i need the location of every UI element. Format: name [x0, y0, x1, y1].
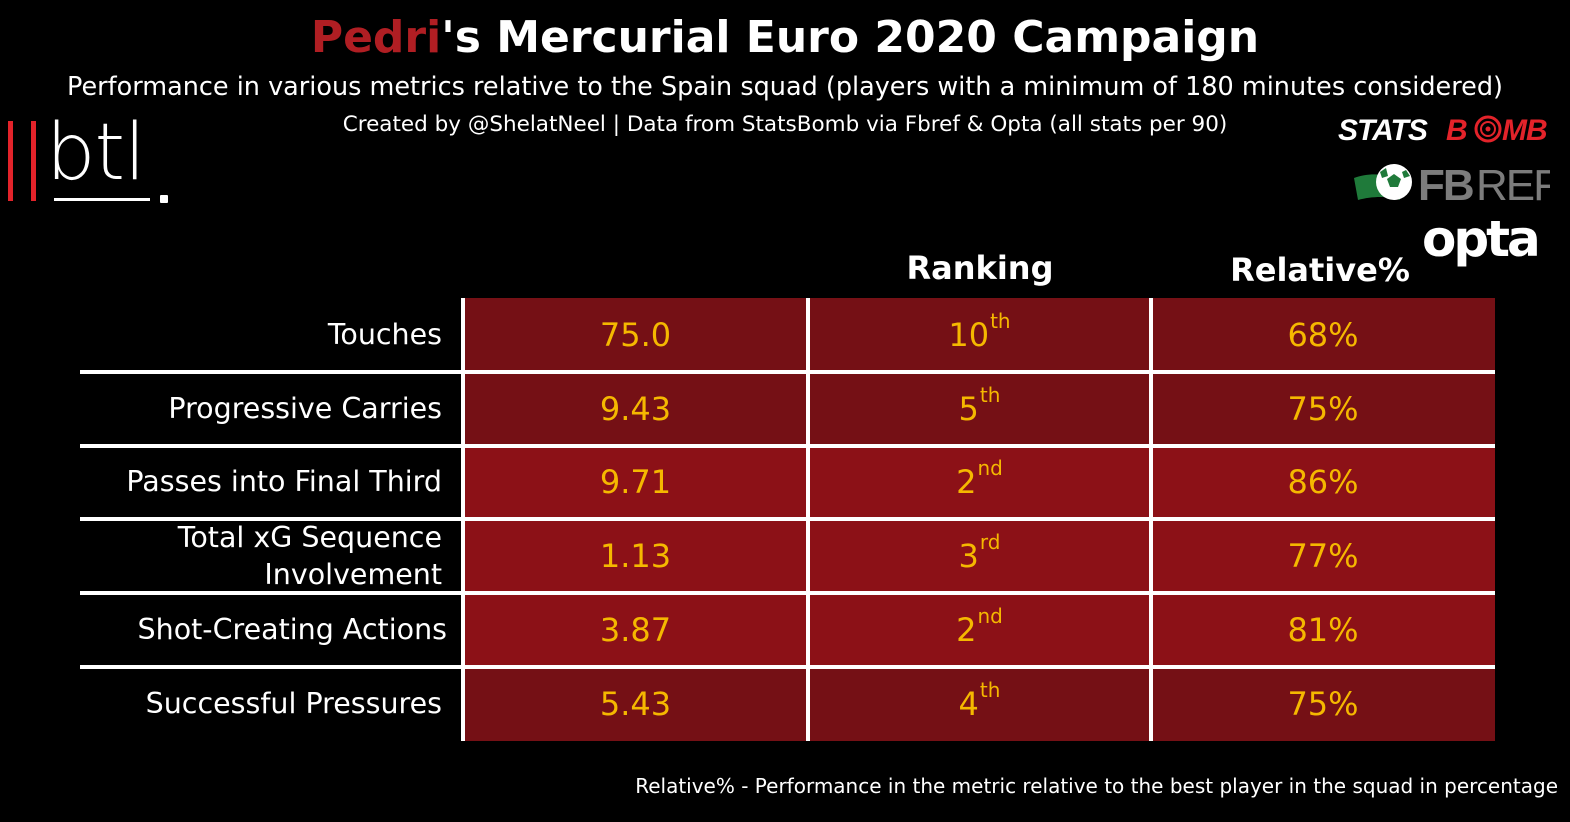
btl-logo-text: btl: [46, 108, 146, 198]
ranking-number: 10: [948, 315, 990, 354]
row-divider: [80, 665, 1495, 669]
value-cell: 9.71: [463, 445, 808, 520]
row-label: Successful Pressures: [145, 686, 442, 720]
btl-logo-bar: [8, 121, 13, 201]
ranking-suffix: nd: [977, 604, 1003, 629]
row-divider: [80, 369, 1495, 374]
ranking-number: 5: [958, 389, 979, 428]
title-player-name: Pedri: [310, 12, 442, 63]
column-header-ranking: Ranking: [906, 249, 1054, 287]
row-divider: [80, 517, 1495, 522]
btl-logo: btl: [6, 110, 176, 204]
ranking-number: 2: [956, 463, 977, 502]
ranking-suffix: rd: [979, 530, 1001, 555]
svg-text:FB: FB: [1418, 161, 1473, 208]
ranking-number: 4: [958, 684, 979, 723]
row-divider: [80, 443, 1495, 448]
svg-text:MB: MB: [1502, 114, 1547, 147]
btl-logo-dot: [160, 195, 168, 203]
svg-text:B: B: [1446, 114, 1467, 147]
relative-cell: 86%: [1151, 445, 1495, 520]
value-cell: 1.13: [463, 519, 808, 594]
credit-line: Created by @ShelatNeel | Data from Stats…: [342, 112, 1228, 137]
column-divider: [461, 298, 465, 741]
row-label: Total xG Sequence Involvement: [177, 521, 442, 592]
column-divider: [1149, 298, 1153, 741]
fbref-logo: FB REF: [1354, 161, 1550, 208]
value-cell: 75.0: [463, 298, 808, 372]
btl-logo-underline: [54, 198, 150, 201]
ranking-number: 3: [958, 537, 979, 576]
column-header-relative: Relative%: [1230, 251, 1410, 289]
relative-cell: 77%: [1151, 519, 1495, 594]
chart-title: Pedri's Mercurial Euro 2020 Campaign: [0, 10, 1570, 66]
relative-cell: 68%: [1151, 298, 1495, 372]
ranking-number: 2: [956, 611, 977, 650]
btl-logo-bar: [31, 121, 36, 201]
svg-text:opta: opta: [1422, 212, 1538, 268]
relative-cell: 81%: [1151, 593, 1495, 667]
value-cell: 5.43: [463, 667, 808, 741]
row-label: Touches: [327, 317, 442, 351]
row-label: Shot-Creating Actions: [137, 613, 447, 647]
ranking-suffix: th: [979, 382, 1001, 407]
footnote: Relative% - Performance in the metric re…: [635, 774, 1558, 798]
row-label: Passes into Final Third: [126, 465, 442, 499]
value-cell: 9.43: [463, 371, 808, 446]
ranking-suffix: th: [990, 308, 1011, 333]
statsbomb-logo: STATS B MB: [1338, 114, 1548, 147]
column-divider: [806, 298, 810, 741]
svg-text:STATS: STATS: [1338, 114, 1428, 147]
ranking-suffix: th: [979, 677, 1001, 702]
chart-subtitle: Performance in various metrics relative …: [67, 72, 1503, 102]
relative-cell: 75%: [1151, 371, 1495, 446]
relative-cell: 75%: [1151, 667, 1495, 741]
opta-logo: opta: [1422, 212, 1541, 268]
row-label: Progressive Carries: [168, 391, 442, 425]
ranking-suffix: nd: [977, 456, 1003, 481]
value-cell: 3.87: [463, 593, 808, 667]
row-divider: [80, 591, 1495, 596]
title-rest: 's Mercurial Euro 2020 Campaign: [441, 12, 1260, 63]
svg-text:REF: REF: [1476, 161, 1550, 208]
